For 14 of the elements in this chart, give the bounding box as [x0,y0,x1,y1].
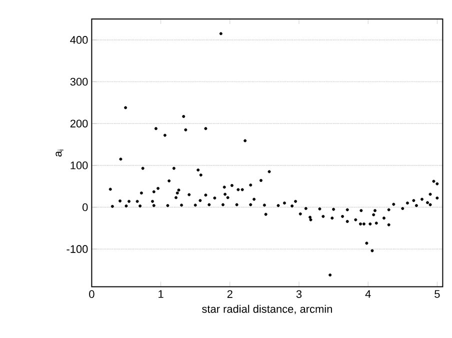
x-tick-label: 0 [89,290,94,298]
x-tick-label: 4 [365,290,371,298]
x-tick-label: 3 [296,290,302,298]
y-axis-title: a$_{i}$ [56,150,64,157]
x-tick-label: 1 [158,290,164,298]
y-tick-label: 400 [70,36,88,44]
y-tick-label: 100 [70,162,88,170]
y-tick-label: -100 [66,245,88,253]
x-tick-label: 5 [434,290,440,298]
y-tick-label: 0 [82,203,88,212]
x-axis-title: star radial distance, arcmin [202,304,332,314]
x-tick-label: 2 [227,290,232,298]
y-tick-label: 300 [70,78,88,86]
y-tick-label: 200 [70,120,88,128]
